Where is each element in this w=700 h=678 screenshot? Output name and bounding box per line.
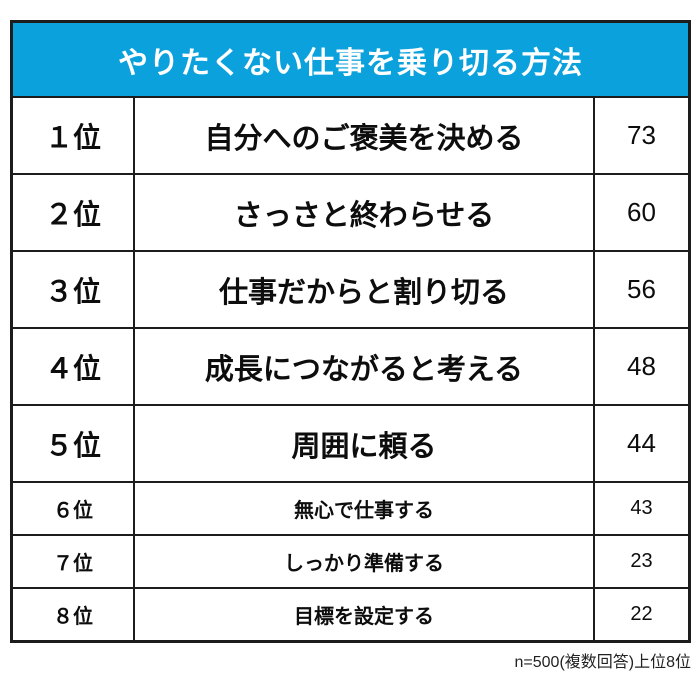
rank-cell: ８位 <box>13 589 135 640</box>
count-cell: 43 <box>630 497 653 519</box>
answer-cell: しっかり準備する <box>135 536 595 587</box>
table-row-4: ４位 成長につながると考える 48 <box>13 327 688 404</box>
count-cell: 73 <box>627 120 656 150</box>
answer-cell: 自分へのご褒美を決める <box>135 98 595 173</box>
table-row-3: ３位 仕事だからと割り切る 56 <box>13 250 688 327</box>
answer-cell: 成長につながると考える <box>135 329 595 404</box>
answer-cell: 無心で仕事する <box>135 483 595 534</box>
table-row-2: ２位 さっさと終わらせる 60 <box>13 173 688 250</box>
table-row-6: ６位 無心で仕事する 43 <box>13 481 688 534</box>
table-title-bar: やりたくない仕事を乗り切る方法 <box>13 23 688 98</box>
rank-cell: ２位 <box>13 175 135 250</box>
count-cell: 22 <box>630 603 653 625</box>
count-cell: 56 <box>627 274 656 304</box>
answer-cell: さっさと終わらせる <box>135 175 595 250</box>
rank-cell: ３位 <box>13 252 135 327</box>
count-cell: 44 <box>627 428 656 458</box>
table-row-1: １位 自分へのご褒美を決める 73 <box>13 98 688 173</box>
rank-cell: ７位 <box>13 536 135 587</box>
ranking-table: やりたくない仕事を乗り切る方法 １位 自分へのご褒美を決める 73 ２位 さっさ… <box>10 20 691 643</box>
answer-cell: 仕事だからと割り切る <box>135 252 595 327</box>
rank-cell: ４位 <box>13 329 135 404</box>
rank-cell: ５位 <box>13 406 135 481</box>
count-cell: 23 <box>630 550 653 572</box>
count-cell: 60 <box>627 197 656 227</box>
table-row-7: ７位 しっかり準備する 23 <box>13 534 688 587</box>
count-cell: 48 <box>627 351 656 381</box>
answer-cell: 目標を設定する <box>135 589 595 640</box>
table-title: やりたくない仕事を乗り切る方法 <box>118 46 583 80</box>
table-row-5: ５位 周囲に頼る 44 <box>13 404 688 481</box>
rank-cell: ６位 <box>13 483 135 534</box>
table-row-8: ８位 目標を設定する 22 <box>13 587 688 640</box>
sample-size-note: n=500(複数回答)上位8位 <box>514 654 692 671</box>
answer-cell: 周囲に頼る <box>135 406 595 481</box>
rank-cell: １位 <box>13 98 135 173</box>
